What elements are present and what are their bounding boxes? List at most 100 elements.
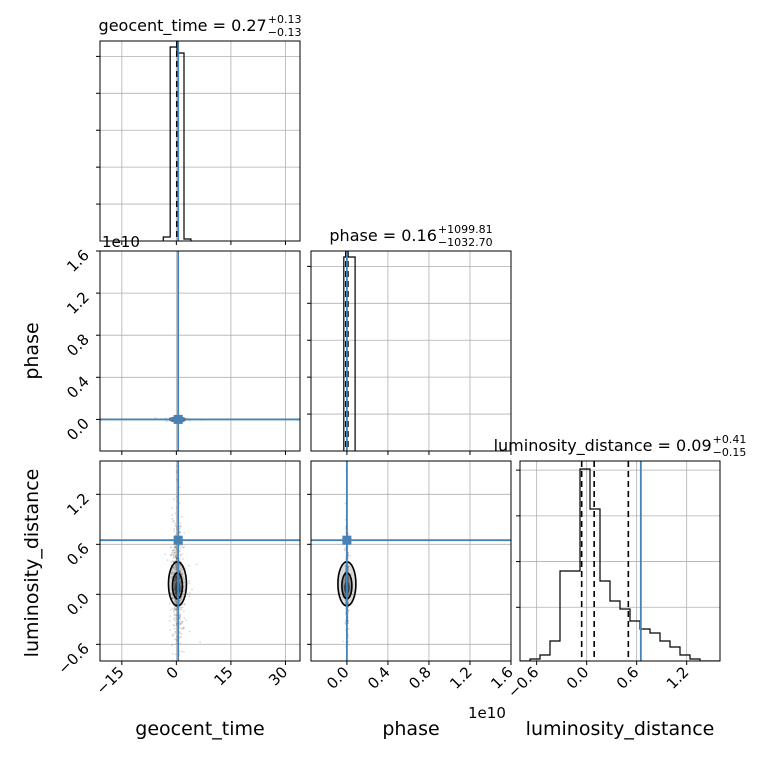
sample-point xyxy=(170,553,172,556)
sample-point xyxy=(169,615,172,618)
sample-point xyxy=(174,577,177,579)
sample-point xyxy=(175,614,178,617)
sample-point xyxy=(173,609,175,612)
histogram-group xyxy=(162,41,192,241)
x-tick-label: 1.2 xyxy=(663,663,693,693)
sample-point xyxy=(181,515,183,518)
sample-point xyxy=(188,595,191,598)
sample-point xyxy=(170,592,173,595)
sample-point xyxy=(174,563,176,566)
sample-point xyxy=(171,644,174,647)
sample-point xyxy=(175,547,178,549)
panel-frame xyxy=(99,250,301,452)
sample-point xyxy=(172,554,175,557)
histogram-group xyxy=(520,461,720,661)
title-upper-error: +0.13 xyxy=(268,13,302,26)
sample-point xyxy=(344,565,347,567)
x-tick-label: −15 xyxy=(93,663,128,698)
sample-point xyxy=(180,597,183,600)
y-tick-label: 0.0 xyxy=(63,589,93,619)
sample-point xyxy=(174,630,177,633)
x-tick-label: 30 xyxy=(265,663,291,689)
sample-point xyxy=(174,619,177,622)
sample-point xyxy=(174,579,176,582)
sample-point xyxy=(175,638,178,641)
sample-point xyxy=(174,563,177,566)
sample-point xyxy=(347,556,350,559)
panel-background xyxy=(520,461,720,661)
sample-point xyxy=(179,598,182,601)
sample-point xyxy=(179,613,181,616)
sample-point xyxy=(179,614,181,616)
sample-point xyxy=(174,576,177,579)
panel-frame xyxy=(310,250,512,452)
sample-point xyxy=(173,568,176,571)
sample-point xyxy=(179,554,182,557)
sample-point xyxy=(179,600,181,602)
title-lower-error: −0.13 xyxy=(268,26,302,39)
panel-background xyxy=(100,251,300,451)
sample-point xyxy=(178,557,181,560)
sample-point xyxy=(179,615,182,618)
sample-point xyxy=(175,528,178,531)
sample-point xyxy=(173,571,176,574)
sample-point xyxy=(173,601,176,604)
x-tick-label: 0.0 xyxy=(323,663,353,693)
sample-point xyxy=(174,631,177,634)
panel-background xyxy=(100,41,300,241)
sample-point xyxy=(174,578,177,580)
y-tick-label: 0.0 xyxy=(63,415,93,445)
panel-frame xyxy=(99,40,301,242)
sample-point xyxy=(173,583,176,586)
sample-point xyxy=(344,549,347,552)
sample-point xyxy=(175,557,178,560)
sample-point xyxy=(172,556,175,558)
sample-point xyxy=(175,622,178,625)
sample-point xyxy=(181,573,183,575)
sample-point xyxy=(343,548,346,551)
panel-frame xyxy=(99,460,301,662)
sample-point xyxy=(183,532,186,534)
y-axis-label-luminosity-distance: luminosity_distance xyxy=(21,469,43,658)
sample-point xyxy=(183,617,186,620)
sample-point xyxy=(173,551,176,554)
sample-point xyxy=(180,568,182,571)
sample-point xyxy=(172,618,175,621)
sample-point xyxy=(171,514,174,517)
sample-point xyxy=(175,557,178,560)
sample-point xyxy=(174,564,177,567)
sample-point xyxy=(173,568,176,571)
y-tick-label: 0.6 xyxy=(63,539,93,569)
sample-point xyxy=(164,553,167,556)
sample-point xyxy=(347,533,350,536)
sample-point xyxy=(168,603,171,605)
sample-point xyxy=(174,549,177,552)
sample-point xyxy=(191,588,193,591)
truth-marker xyxy=(173,535,183,545)
sample-point xyxy=(175,554,177,557)
x-tick-label: 0 xyxy=(163,663,182,682)
title-main: luminosity_distance = 0.09 xyxy=(494,436,712,456)
sample-point xyxy=(182,627,185,630)
sample-point xyxy=(183,651,185,653)
truth-marker xyxy=(173,414,183,424)
sample-point xyxy=(182,578,185,581)
sample-point xyxy=(175,470,178,472)
sample-point xyxy=(178,559,181,562)
title-main: phase = 0.16 xyxy=(329,226,436,245)
sample-point xyxy=(174,545,177,548)
sample-point xyxy=(171,571,174,574)
sample-point xyxy=(179,547,182,550)
sample-point xyxy=(183,626,186,629)
y-offset-label: 1e10 xyxy=(102,233,140,251)
y-tick-label: −0.6 xyxy=(54,639,92,677)
sample-point xyxy=(188,564,190,567)
sample-point xyxy=(189,592,191,594)
x-tick-label: 0.8 xyxy=(405,663,435,693)
sample-point xyxy=(178,502,181,504)
sample-point xyxy=(169,609,172,612)
sample-point xyxy=(173,582,176,585)
sample-point xyxy=(175,623,178,625)
sample-point xyxy=(173,519,175,522)
sample-point xyxy=(175,577,178,580)
